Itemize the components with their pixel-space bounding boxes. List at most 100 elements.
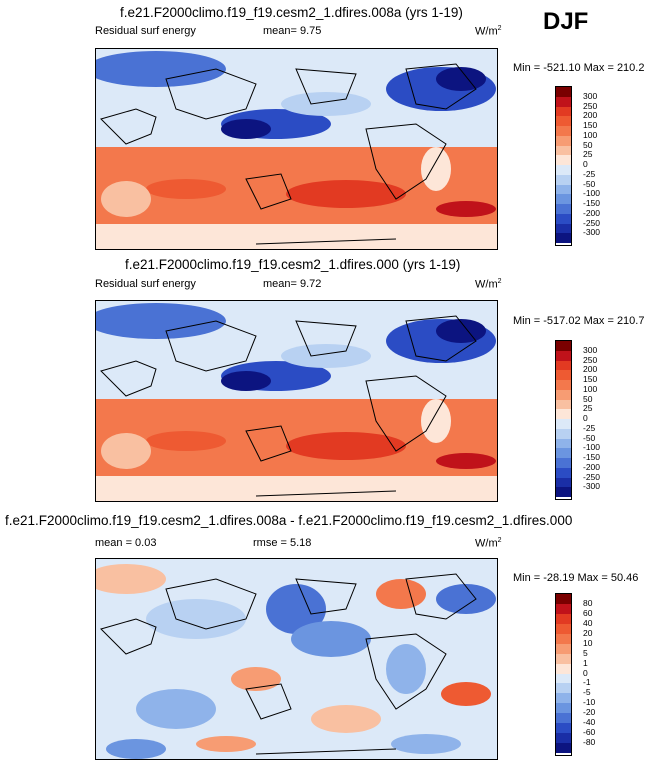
colorbar-tick-label: 150 — [583, 120, 598, 130]
colorbar-segment — [556, 380, 571, 390]
colorbar-segment — [556, 733, 571, 744]
panel-1-title: f.e21.F2000climo.f19_f19.cesm2_1.dfires.… — [120, 5, 463, 20]
colorbar-tick-label: 250 — [583, 354, 598, 365]
panel-2-map — [95, 300, 498, 502]
panel-3-colorbar — [555, 593, 572, 756]
colorbar-segment — [556, 116, 571, 126]
colorbar-segment — [556, 743, 571, 753]
panel-2-map-svg — [96, 301, 497, 501]
colorbar-segment — [556, 135, 571, 146]
panel-1-units: W/m2 — [475, 25, 502, 38]
colorbar-segment — [556, 341, 571, 351]
colorbar-tick-label: 50 — [583, 139, 593, 150]
panel-1-mean-label: mean= 9.75 — [263, 25, 322, 37]
colorbar-tick-label: 5 — [583, 647, 588, 658]
colorbar-tick-label: -250 — [583, 471, 601, 482]
colorbar-tick-label: -100 — [583, 442, 601, 453]
panel-2-title: f.e21.F2000climo.f19_f19.cesm2_1.dfires.… — [125, 257, 461, 272]
colorbar-tick-label: 60 — [583, 607, 593, 618]
colorbar-segment — [556, 693, 571, 704]
colorbar-segment — [556, 448, 571, 458]
colorbar-segment — [556, 106, 571, 117]
season-label: DJF — [543, 8, 589, 35]
colorbar-tick-label: 20 — [583, 627, 593, 638]
colorbar-segment — [556, 419, 571, 429]
colorbar-segment — [556, 643, 571, 654]
colorbar-segment — [556, 223, 571, 234]
colorbar-segment — [556, 623, 571, 634]
colorbar-tick-label: 200 — [583, 364, 598, 375]
panel-1-map-svg — [96, 49, 497, 249]
panel-1-minmax: Min = -521.10 Max = 210.23 — [513, 62, 645, 74]
colorbar-segment — [556, 370, 571, 380]
colorbar-tick-label: 200 — [583, 110, 598, 121]
panel-1-colorbar — [555, 86, 572, 246]
colorbar-segment — [556, 96, 571, 107]
colorbar-tick-label: 25 — [583, 403, 593, 414]
colorbar-tick-label: -25 — [583, 168, 596, 179]
panel-2-left-label: Residual surf energy — [95, 278, 196, 290]
colorbar-tick-label: 150 — [583, 374, 598, 384]
colorbar-tick-label: -300 — [583, 481, 601, 492]
colorbar-segment — [556, 174, 571, 185]
colorbar-tick-label: -1 — [583, 677, 591, 688]
colorbar-tick-label: -50 — [583, 178, 596, 189]
panel-3-units: W/m2 — [475, 537, 502, 550]
colorbar-segment — [556, 233, 571, 243]
colorbar-segment — [556, 723, 571, 734]
colorbar-tick-label: 100 — [583, 383, 598, 394]
colorbar-segment — [556, 713, 571, 724]
colorbar-tick-label: -100 — [583, 188, 601, 199]
colorbar-tick-label: 300 — [583, 344, 598, 355]
colorbar-tick-label: 0 — [583, 159, 588, 169]
colorbar-segment — [556, 213, 571, 224]
colorbar-tick-label: -20 — [583, 707, 596, 718]
panel-3-title: f.e21.F2000climo.f19_f19.cesm2_1.dfires.… — [5, 513, 573, 528]
colorbar-tick-label: -25 — [583, 422, 596, 433]
colorbar-tick-label: 300 — [583, 90, 598, 101]
colorbar-segment — [556, 389, 571, 400]
colorbar-tick-label: -250 — [583, 217, 601, 228]
panel-3-map — [95, 558, 498, 760]
colorbar-segment — [556, 155, 571, 165]
colorbar-tick-label: -200 — [583, 461, 601, 472]
colorbar-tick-label: -5 — [583, 687, 591, 698]
colorbar-segment — [556, 594, 571, 604]
colorbar-segment — [556, 653, 571, 664]
colorbar-segment — [556, 613, 571, 624]
panel-3-mean-label: mean = 0.03 — [95, 537, 157, 549]
panel-3-minmax: Min = -28.19 Max = 50.46 — [513, 572, 639, 584]
panel-1-map — [95, 48, 498, 250]
colorbar-tick-label: 0 — [583, 413, 588, 423]
colorbar-segment — [556, 703, 571, 714]
colorbar-segment — [556, 194, 571, 204]
colorbar-segment — [556, 87, 571, 97]
panel-3-map-svg — [96, 559, 497, 759]
colorbar-segment — [556, 145, 571, 156]
panel-3-rmse-label: rmse = 5.18 — [253, 537, 312, 549]
colorbar-segment — [556, 487, 571, 497]
colorbar-tick-label: 250 — [583, 100, 598, 111]
colorbar-segment — [556, 633, 571, 644]
colorbar-tick-label: 1 — [583, 657, 588, 668]
colorbar-tick-label: 0 — [583, 667, 588, 678]
colorbar-segment — [556, 477, 571, 488]
colorbar-segment — [556, 399, 571, 410]
panel-1-left-label: Residual surf energy — [95, 25, 196, 37]
colorbar-tick-label: 25 — [583, 149, 593, 160]
colorbar-segment — [556, 165, 571, 175]
colorbar-tick-label: -200 — [583, 207, 601, 218]
colorbar-segment — [556, 467, 571, 478]
colorbar-segment — [556, 350, 571, 361]
panel-2-mean-label: mean= 9.72 — [263, 278, 322, 290]
colorbar-tick-label: -50 — [583, 432, 596, 443]
colorbar-segment — [556, 458, 571, 468]
colorbar-segment — [556, 126, 571, 136]
colorbar-segment — [556, 438, 571, 449]
colorbar-tick-label: -150 — [583, 198, 601, 208]
colorbar-segment — [556, 184, 571, 195]
colorbar-tick-label: -60 — [583, 727, 596, 738]
panel-2-colorbar — [555, 340, 572, 500]
colorbar-segment — [556, 683, 571, 694]
colorbar-segment — [556, 204, 571, 214]
